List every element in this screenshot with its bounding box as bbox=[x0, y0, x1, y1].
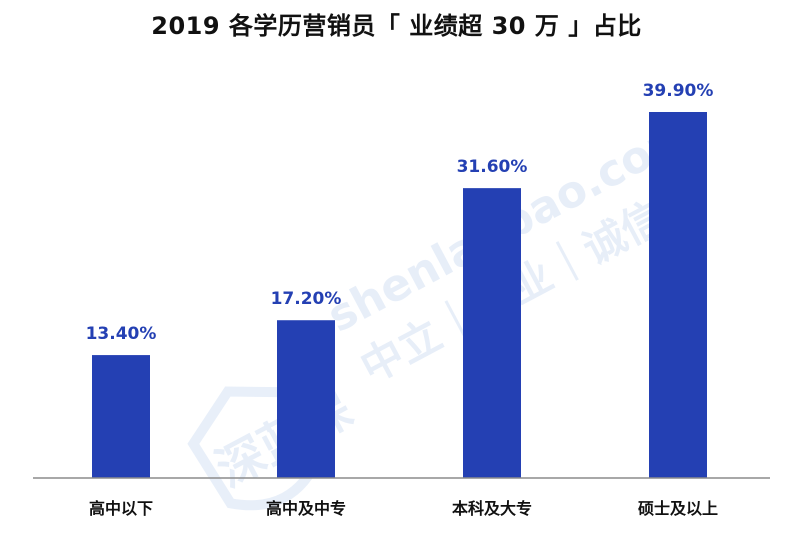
bar-1 bbox=[92, 355, 150, 478]
bar-2 bbox=[277, 320, 335, 478]
category-label-1: 高中以下 bbox=[89, 499, 153, 518]
value-label-2: 17.20% bbox=[271, 289, 342, 309]
value-label-3: 31.60% bbox=[457, 157, 528, 177]
bar-4 bbox=[649, 112, 707, 478]
value-label-1: 13.40% bbox=[86, 324, 157, 344]
bar-3 bbox=[463, 188, 521, 478]
bars-layer bbox=[92, 112, 707, 478]
category-label-2: 高中及中专 bbox=[266, 499, 346, 518]
labels-layer: 13.40% 高中以下 17.20% 高中及中专 31.60% 本科及大专 39.90% 硕士… bbox=[86, 81, 718, 518]
category-label-3: 本科及大专 bbox=[452, 499, 532, 518]
chart-title: 2019 各学历营销员「 业绩超 30 万 」占比 bbox=[151, 12, 642, 40]
value-label-4: 39.90% bbox=[643, 81, 714, 101]
category-label-4: 硕士及以上 bbox=[638, 499, 718, 518]
